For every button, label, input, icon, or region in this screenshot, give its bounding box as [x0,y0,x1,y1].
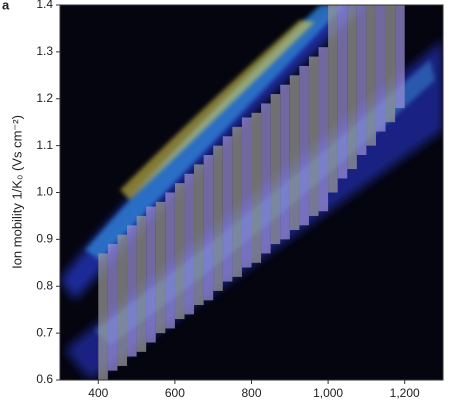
y-tick-label: 0.6 [36,372,53,386]
isolation-window [328,5,338,193]
isolation-window [270,94,281,245]
y-tick-label: 1.1 [36,138,53,152]
y-tick-label: 1.4 [36,0,53,11]
isolation-window [318,47,329,212]
panel-label: a [2,0,10,12]
heat-streak [120,20,315,200]
isolation-window [289,75,300,230]
y-tick-label: 1.3 [36,44,53,58]
isolation-window [184,173,195,315]
isolation-window [194,164,204,305]
y-tick-label: 0.8 [36,278,53,292]
isolation-window [107,244,118,371]
isolation-window [299,65,309,226]
isolation-window [366,5,376,146]
isolation-window [395,5,405,109]
isolation-window [308,56,319,216]
heat-streak [85,5,345,260]
isolation-window [280,84,290,240]
windows [98,5,405,380]
isolation-window [261,103,271,254]
x-tick-label: 800 [241,386,261,400]
x-tick-label: 400 [88,386,108,400]
x-tick-label: 1,000 [313,386,343,400]
heatmap [60,5,443,380]
isolation-window [222,136,233,282]
isolation-window [241,117,252,268]
y-tick-label: 0.9 [36,232,53,246]
isolation-window [347,5,357,170]
isolation-window [232,126,242,277]
isolation-window [165,192,175,329]
x-tick-label: 600 [165,386,185,400]
isolation-window [127,225,137,357]
isolation-window [213,145,223,291]
isolation-window [203,155,214,301]
y-tick-label: 1.0 [36,185,53,199]
isolation-window [337,5,348,179]
isolation-window [375,5,386,132]
y-tick-label: 1.2 [36,91,53,105]
isolation-window [356,5,367,155]
isolation-window [117,234,128,366]
isolation-window [385,5,396,123]
isolation-window [146,206,156,343]
isolation-window [174,183,185,320]
isolation-window [251,112,262,263]
isolation-window [98,253,108,380]
x-tick-label: 1,200 [390,386,420,400]
isolation-window [155,201,166,334]
y-tick-label: 0.7 [36,325,53,339]
y-axis-label: Ion mobility 1/K₀ (Vs cm⁻²) [9,115,24,269]
isolation-window [136,215,147,352]
